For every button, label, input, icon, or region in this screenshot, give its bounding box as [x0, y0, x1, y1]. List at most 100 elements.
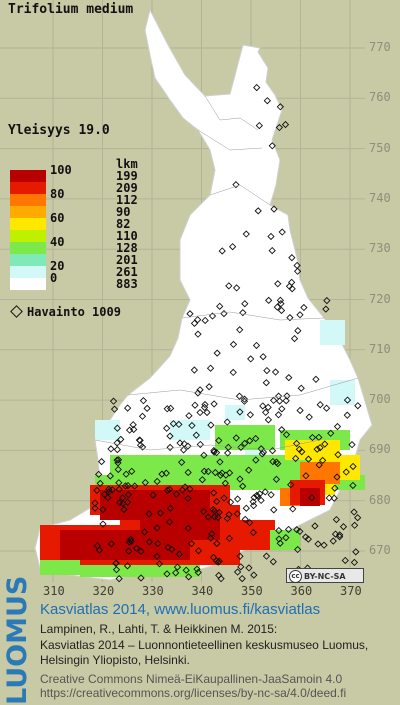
legend-swatch	[10, 218, 46, 230]
observation-marker	[93, 486, 101, 495]
observation-marker	[267, 491, 275, 499]
observation-marker	[268, 246, 276, 255]
observation-marker	[166, 443, 174, 452]
observation-marker	[319, 456, 327, 465]
observation-marker	[204, 467, 212, 476]
observation-marker	[286, 313, 294, 322]
observation-marker	[276, 539, 284, 547]
observation-marker	[106, 472, 114, 480]
x-tick-label: 340	[191, 584, 214, 598]
observation-marker	[331, 484, 339, 492]
license-url[interactable]: https://creativecommons.org/licenses/by-…	[40, 686, 347, 700]
observation-marker	[203, 408, 211, 417]
observation-marker	[289, 505, 297, 513]
observation-marker	[107, 445, 115, 453]
observation-marker	[261, 488, 269, 496]
frequency-cell	[170, 420, 210, 440]
observation-marker	[291, 454, 300, 463]
observation-marker	[292, 439, 301, 448]
observation-marker	[322, 404, 331, 412]
x-tick-label: 330	[142, 584, 164, 598]
observation-marker	[335, 533, 344, 541]
observation-marker	[138, 443, 147, 451]
observation-marker	[241, 439, 249, 448]
observation-marker	[213, 349, 221, 357]
observation-marker	[167, 404, 175, 412]
species-title: Trifolium medium	[8, 2, 134, 17]
legend-count: 883	[116, 277, 138, 291]
observation-marker	[348, 441, 356, 449]
observation-marker	[184, 468, 192, 477]
legend-class-label: 0	[50, 271, 58, 285]
observation-marker	[113, 456, 121, 464]
observation-marker	[252, 456, 260, 464]
observation-marker	[232, 284, 241, 292]
observation-marker	[282, 534, 290, 542]
observation-marker	[341, 556, 349, 565]
observation-marker	[287, 481, 295, 489]
observation-marker	[163, 424, 171, 432]
observation-marker	[225, 282, 233, 290]
observation-marker	[333, 473, 341, 481]
observation-marker	[185, 573, 193, 581]
observation-marker	[95, 546, 104, 554]
observation-marker	[113, 424, 121, 432]
observation-marker	[158, 470, 166, 478]
frequency-cell	[95, 420, 120, 440]
legend-swatch	[10, 242, 46, 254]
observation-marker	[141, 528, 149, 536]
observation-marker	[278, 405, 286, 413]
x-tick-label: 350	[241, 584, 263, 598]
observation-marker	[349, 481, 357, 490]
observation-marker	[120, 505, 128, 514]
observation-marker	[172, 569, 180, 577]
observation-marker	[129, 421, 137, 429]
legend-count: 209	[116, 181, 138, 195]
legend-swatch	[10, 278, 46, 290]
observation-marker	[293, 267, 302, 275]
observation-marker	[191, 401, 199, 409]
observation-marker	[215, 557, 223, 565]
x-tick-label: 370	[340, 584, 362, 598]
license-badge[interactable]: cc BY-NC-SA	[286, 568, 364, 583]
observation-marker	[263, 366, 271, 375]
observation-marker	[153, 552, 161, 560]
observation-marker	[275, 123, 284, 132]
observation-marker	[352, 548, 360, 556]
observation-marker	[99, 520, 107, 528]
observation-marker	[236, 326, 244, 334]
observation-marker	[216, 458, 224, 466]
y-tick-label: 750	[369, 140, 391, 155]
observation-marker	[263, 97, 271, 105]
observation-marker	[211, 513, 219, 521]
observation-marker	[237, 563, 245, 571]
observation-marker	[268, 142, 276, 150]
observation-marker	[216, 471, 225, 479]
observation-marker	[198, 476, 206, 484]
footer-link[interactable]: Kasviatlas 2014, www.luomus.fi/kasviatla…	[40, 601, 321, 618]
observation-marker	[276, 296, 285, 304]
observation-marker	[119, 499, 127, 508]
observation-marker	[249, 498, 257, 506]
legend-count-header: lkm	[116, 157, 138, 171]
observation-marker	[137, 547, 145, 556]
observation-marker	[255, 121, 263, 130]
observation-marker	[301, 533, 310, 541]
y-tick-label: 700	[369, 392, 391, 407]
observation-marker	[282, 397, 290, 405]
observation-marker	[313, 445, 321, 453]
legend-count: 201	[116, 253, 138, 267]
legend-count: 110	[116, 229, 138, 243]
legend-count: 199	[116, 169, 138, 183]
observation-marker	[188, 421, 196, 430]
observation-marker	[283, 392, 291, 400]
observation-marker	[354, 514, 362, 522]
observation-marker	[208, 530, 216, 538]
observation-marker	[179, 446, 188, 454]
diamond-icon	[10, 305, 23, 318]
observation-marker	[175, 420, 183, 429]
observation-label: Havainto 1009	[27, 305, 121, 319]
observation-marker	[117, 435, 125, 444]
observation-marker	[258, 450, 266, 458]
observation-marker	[210, 489, 218, 497]
